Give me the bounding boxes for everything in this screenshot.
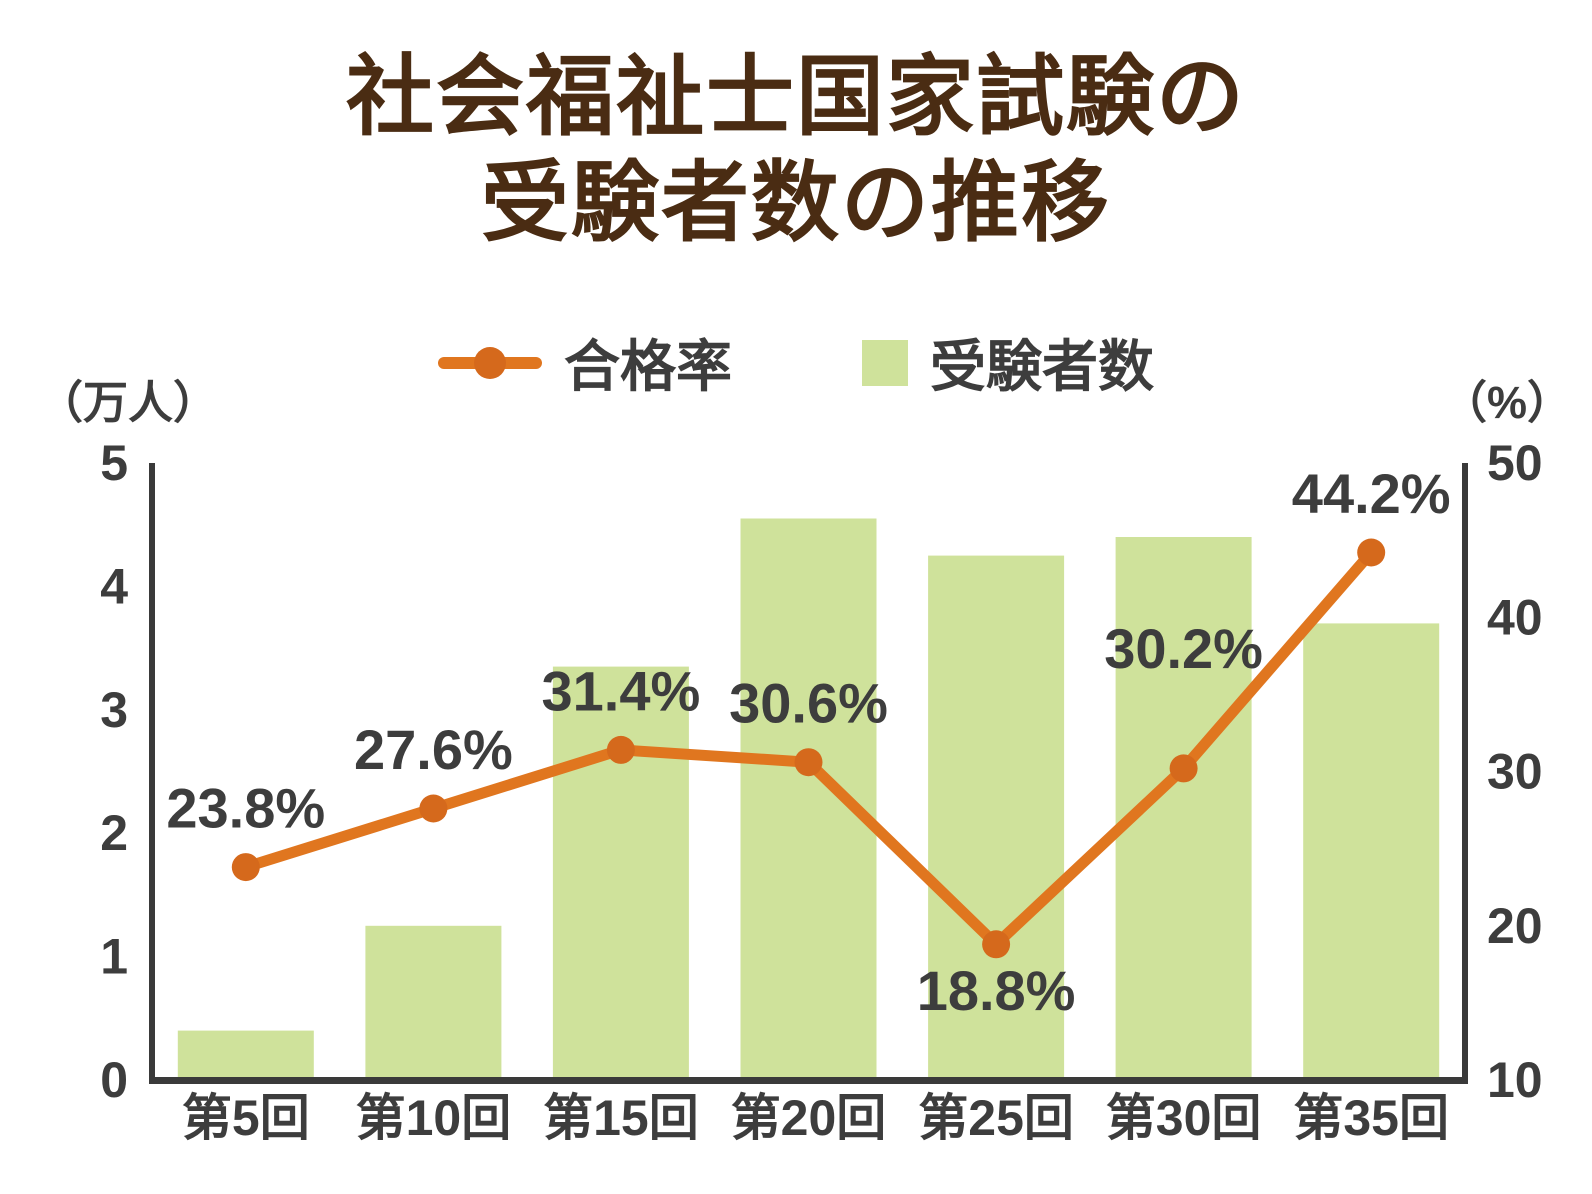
pass-rate-point-第15回 (606, 735, 635, 764)
legend-label-pass-rate: 合格率 (564, 335, 732, 398)
pass-rate-label-第5回: 23.8% (166, 777, 325, 840)
chart-title-line2: 受験者数の推移 (480, 153, 1111, 252)
legend-label-examinees: 受験者数 (930, 335, 1154, 398)
bar-第35回 (1303, 623, 1440, 1080)
x-label-第35回: 第35回 (1293, 1090, 1449, 1146)
pass-rate-label-第10回: 27.6% (354, 718, 513, 781)
pass-rate-label-第25回: 18.8% (917, 959, 1076, 1022)
bar-第20回 (740, 518, 877, 1080)
legend-item-examinees: 受験者数 (862, 322, 1154, 403)
x-label-第25回: 第25回 (918, 1090, 1074, 1146)
chart-title: 社会福祉士国家試験の 受験者数の推移 (0, 44, 1592, 256)
right-axis-line (1462, 463, 1468, 1084)
left-axis-unit-label: （万人） (38, 377, 219, 428)
bar-第25回 (928, 555, 1065, 1080)
x-axis-line (149, 1077, 1468, 1084)
x-label-第15回: 第15回 (543, 1090, 699, 1146)
bar-第10回 (365, 925, 502, 1081)
chart-title-line1: 社会福祉士国家試験の (345, 47, 1246, 146)
bar-第5回 (177, 1030, 314, 1080)
x-label-第10回: 第10回 (356, 1090, 512, 1146)
pass-rate-label-第15回: 31.4% (542, 659, 701, 722)
pass-rate-point-第25回 (982, 930, 1011, 959)
pass-rate-line-icon (438, 346, 542, 379)
right-axis-unit-label: （%） (1442, 377, 1573, 428)
pass-rate-label-第35回: 44.2% (1292, 462, 1451, 525)
pass-rate-point-第35回 (1357, 538, 1386, 567)
right-tick-50: 50 (1487, 435, 1543, 491)
left-tick-3: 3 (100, 682, 128, 738)
left-tick-1: 1 (100, 929, 128, 985)
x-label-第30回: 第30回 (1106, 1090, 1262, 1146)
right-tick-20: 20 (1487, 898, 1543, 954)
pass-rate-point-第20回 (794, 748, 823, 777)
pass-rate-label-第20回: 30.6% (729, 672, 888, 735)
bar-第15回 (552, 666, 689, 1080)
pass-rate-label-第30回: 30.2% (1104, 617, 1263, 680)
pass-rate-point-第5回 (231, 853, 260, 882)
right-tick-30: 30 (1487, 744, 1543, 800)
left-tick-4: 4 (100, 558, 128, 614)
left-tick-0: 0 (100, 1052, 128, 1108)
right-tick-10: 10 (1487, 1052, 1543, 1108)
legend-item-pass-rate: 合格率 (438, 322, 732, 403)
examinees-swatch-icon (862, 339, 908, 386)
x-label-第20回: 第20回 (731, 1090, 887, 1146)
left-tick-5: 5 (100, 435, 128, 491)
pass-rate-point-第30回 (1169, 754, 1198, 783)
right-tick-40: 40 (1487, 589, 1543, 645)
legend: 合格率 受験者数 (0, 322, 1592, 403)
left-axis-line (149, 463, 155, 1084)
left-tick-2: 2 (100, 805, 128, 861)
x-label-第5回: 第5回 (182, 1090, 310, 1146)
pass-rate-point-第10回 (419, 794, 448, 823)
